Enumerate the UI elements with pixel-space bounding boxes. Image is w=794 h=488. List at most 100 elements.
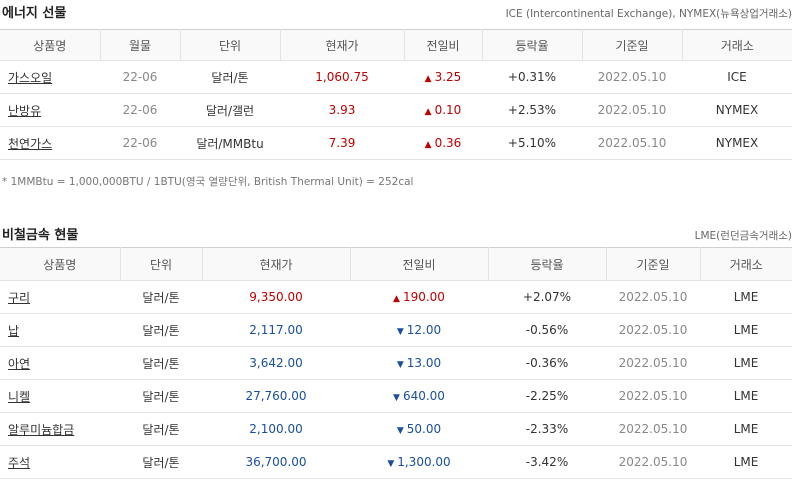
unit-cell: 달러/톤	[120, 445, 202, 479]
price-cell: 2,100.00	[202, 412, 350, 446]
product-link[interactable]: 아연	[8, 356, 31, 371]
product-link[interactable]: 주석	[8, 455, 31, 470]
unit-cell: 달러/톤	[120, 280, 202, 314]
exchange-cell: LME	[700, 280, 792, 314]
up-triangle-icon: ▲	[424, 74, 432, 84]
product-name-cell: 난방유	[0, 93, 100, 127]
rate-cell: +2.53%	[482, 93, 582, 127]
metals-spot-table: 상품명 단위 현재가 전일비 등락율 기준일 거래소 구리 달러/톤 9,350.0…	[0, 247, 792, 479]
exchange-cell: ICE	[682, 60, 792, 94]
change-value: 190.00	[402, 290, 445, 304]
table-row: 가스오일 22-06 달러/톤 1,060.75 ▲ 3.25 +0.31% 2022.05.…	[0, 60, 792, 94]
rate-cell: +2.07%	[488, 280, 606, 314]
col-header-product: 상품명	[0, 247, 121, 281]
exchange-cell: NYMEX	[682, 126, 792, 160]
exchange-cell: LME	[700, 379, 792, 413]
contract-month-cell: 22-06	[100, 93, 180, 127]
table-row: 아연 달러/톤 3,642.00 ▼ 13.00 -0.36% 2022.05.10 LME	[0, 346, 792, 380]
change-value: 3.25	[434, 70, 462, 84]
date-cell: 2022.05.10	[582, 93, 682, 127]
product-name-cell: 주석	[0, 445, 120, 479]
date-cell: 2022.05.10	[606, 313, 700, 347]
table-row: 니켈 달러/톤 27,760.00 ▼ 640.00 -2.25% 2022.05.10 LM…	[0, 379, 792, 413]
price-cell: 7.39	[280, 126, 404, 160]
product-link[interactable]: 천연가스	[8, 136, 53, 151]
table-row: 알루미늄합금 달러/톤 2,100.00 ▼ 50.00 -2.33% 2022.05.10…	[0, 412, 792, 446]
product-name-cell: 납	[0, 313, 120, 347]
change-cell: ▲ 190.00	[350, 280, 488, 314]
metals-source-note: LME(런던금속거래소)	[694, 230, 792, 242]
price-cell: 9,350.00	[202, 280, 350, 314]
col-header-month: 월물	[100, 29, 181, 61]
down-triangle-icon: ▼	[387, 459, 395, 469]
change-value: 50.00	[406, 422, 442, 436]
date-cell: 2022.05.10	[606, 346, 700, 380]
exchange-cell: NYMEX	[682, 93, 792, 127]
col-header-change: 전일비	[350, 247, 489, 281]
change-cell: ▲ 0.36	[404, 126, 482, 160]
metals-section-title: 비철금속 현물	[2, 228, 79, 243]
change-cell: ▲ 3.25	[404, 60, 482, 94]
table-row: 주석 달러/톤 36,700.00 ▼ 1,300.00 -3.42% 2022.05.10…	[0, 445, 792, 479]
energy-source-note: ICE (Intercontinental Exchange), NYMEX(뉴…	[505, 8, 792, 20]
col-header-product: 상품명	[0, 29, 101, 61]
up-triangle-icon: ▲	[424, 140, 432, 150]
rate-cell: -0.56%	[488, 313, 606, 347]
col-header-unit: 단위	[120, 247, 203, 281]
exchange-cell: LME	[700, 412, 792, 446]
unit-cell: 달러/톤	[180, 60, 280, 94]
contract-month-cell: 22-06	[100, 126, 180, 160]
product-name-cell: 니켈	[0, 379, 120, 413]
col-header-price: 현재가	[202, 247, 351, 281]
col-header-change: 전일비	[404, 29, 483, 61]
rate-cell: -2.33%	[488, 412, 606, 446]
mmbtu-footnote: * 1MMBtu = 1,000,000BTU / 1BTU(영국 열량단위, …	[2, 176, 414, 188]
exchange-cell: LME	[700, 313, 792, 347]
price-cell: 3,642.00	[202, 346, 350, 380]
change-cell: ▲ 0.10	[404, 93, 482, 127]
product-link[interactable]: 니켈	[8, 389, 31, 404]
product-name-cell: 가스오일	[0, 60, 100, 94]
product-link[interactable]: 구리	[8, 290, 31, 305]
down-triangle-icon: ▼	[396, 426, 404, 436]
product-name-cell: 구리	[0, 280, 120, 314]
unit-cell: 달러/톤	[120, 346, 202, 380]
price-cell: 2,117.00	[202, 313, 350, 347]
down-triangle-icon: ▼	[393, 393, 400, 403]
change-value: 0.10	[434, 103, 462, 117]
energy-section-title: 에너지 선물	[2, 6, 67, 21]
change-value: 640.00	[402, 389, 445, 403]
product-link[interactable]: 알루미늄합금	[8, 422, 75, 437]
up-triangle-icon: ▲	[424, 107, 432, 117]
product-name-cell: 아연	[0, 346, 120, 380]
unit-cell: 달러/톤	[120, 379, 202, 413]
rate-cell: -2.25%	[488, 379, 606, 413]
change-cell: ▼ 640.00	[350, 379, 488, 413]
rate-cell: -0.36%	[488, 346, 606, 380]
price-cell: 36,700.00	[202, 445, 350, 479]
metals-section-header: 비철금속 현물 LME(런던금속거래소)	[0, 222, 794, 243]
energy-header-row: 상품명 월물 단위 현재가 전일비 등락율 기준일 거래소	[0, 29, 792, 61]
col-header-rate: 등락율	[488, 247, 607, 281]
unit-cell: 달러/MMBtu	[180, 126, 280, 160]
change-cell: ▼ 13.00	[350, 346, 488, 380]
date-cell: 2022.05.10	[606, 379, 700, 413]
change-value: 13.00	[406, 356, 442, 370]
col-header-date: 기준일	[606, 247, 701, 281]
col-header-exchange: 거래소	[700, 247, 792, 281]
product-link[interactable]: 난방유	[8, 103, 42, 118]
product-link[interactable]: 납	[8, 323, 20, 338]
date-cell: 2022.05.10	[582, 60, 682, 94]
col-header-exchange: 거래소	[682, 29, 792, 61]
change-value: 1,300.00	[397, 455, 451, 469]
unit-cell: 달러/톤	[120, 313, 202, 347]
date-cell: 2022.05.10	[606, 412, 700, 446]
table-row: 천연가스 22-06 달러/MMBtu 7.39 ▲ 0.36 +5.10% 2022.05.…	[0, 126, 792, 160]
rate-cell: -3.42%	[488, 445, 606, 479]
date-cell: 2022.05.10	[606, 280, 700, 314]
col-header-unit: 단위	[180, 29, 281, 61]
energy-futures-table: 상품명 월물 단위 현재가 전일비 등락율 기준일 거래소 가스오일 22-06 달…	[0, 29, 792, 160]
product-link[interactable]: 가스오일	[8, 70, 53, 85]
unit-cell: 달러/갤런	[180, 93, 280, 127]
table-row: 구리 달러/톤 9,350.00 ▲ 190.00 +2.07% 2022.05.10 LME	[0, 280, 792, 314]
